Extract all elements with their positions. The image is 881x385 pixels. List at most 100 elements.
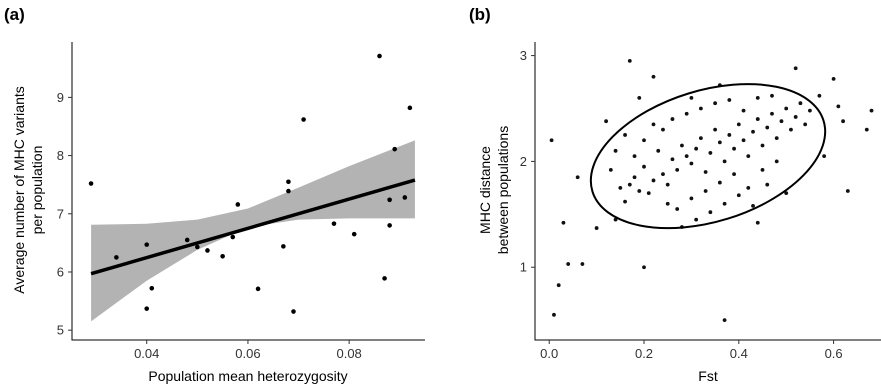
- data-point: [689, 196, 694, 201]
- data-point: [377, 53, 382, 59]
- data-point: [684, 111, 689, 116]
- panel-a-axes: [71, 42, 425, 341]
- data-point: [665, 201, 670, 206]
- data-point: [144, 242, 150, 247]
- data-point: [642, 265, 646, 270]
- data-point: [402, 195, 408, 200]
- data-point: [556, 283, 561, 288]
- panel-b-x-axis-title: Fst: [698, 368, 718, 384]
- data-point: [566, 262, 571, 266]
- data-point: [869, 108, 874, 113]
- data-point: [675, 207, 680, 211]
- data-point: [235, 202, 241, 207]
- data-point: [803, 122, 808, 127]
- data-point: [770, 111, 774, 116]
- data-point: [407, 105, 413, 111]
- b-x-tick-label: 0.6: [825, 346, 843, 361]
- a-x-tick-label: 0.06: [235, 346, 260, 361]
- data-point: [703, 189, 708, 193]
- panel-b-ellipse: [589, 83, 827, 230]
- data-point: [255, 286, 261, 292]
- data-point: [184, 237, 190, 243]
- panel-b-points: [549, 58, 874, 323]
- data-point: [661, 172, 665, 176]
- data-point: [230, 234, 236, 240]
- a-x-tick-label: 0.04: [134, 346, 159, 361]
- data-point: [642, 138, 646, 143]
- data-point: [632, 175, 637, 180]
- data-point: [841, 119, 845, 124]
- data-point: [608, 167, 613, 172]
- data-point: [694, 217, 699, 222]
- b-x-tick-label: 0.0: [540, 346, 558, 361]
- panel-b-axes: [534, 42, 881, 341]
- data-point: [732, 146, 736, 151]
- data-point: [613, 148, 618, 153]
- data-point: [774, 159, 779, 164]
- panel-b-x-ticks: 0.0 0.2 0.4 0.6: [540, 340, 843, 361]
- data-point: [392, 146, 397, 152]
- panel-b-y-axis-title-line2: between populations: [495, 126, 511, 254]
- data-point: [727, 133, 732, 137]
- data-point: [627, 182, 632, 187]
- data-point: [205, 248, 210, 253]
- data-point: [286, 188, 291, 194]
- data-point: [703, 170, 708, 174]
- panel-b-y-axis-title-line1: MHC distance: [477, 146, 493, 234]
- panel-b-y-ticks: 1 2 3: [520, 48, 535, 275]
- data-point: [680, 143, 684, 148]
- data-point: [661, 127, 665, 132]
- a-y-tick-label: 9: [57, 90, 64, 105]
- data-point: [727, 98, 732, 102]
- data-point: [670, 117, 675, 121]
- data-point: [646, 191, 651, 196]
- data-point: [651, 122, 656, 127]
- confidence-band: [91, 140, 415, 322]
- data-point: [765, 125, 770, 130]
- data-point: [736, 122, 741, 127]
- data-point: [831, 76, 836, 81]
- data-point: [286, 179, 291, 185]
- data-point: [637, 96, 642, 100]
- data-point: [387, 197, 392, 203]
- data-point: [144, 306, 150, 311]
- confidence-ellipse: [589, 83, 827, 230]
- data-point: [623, 133, 627, 137]
- data-point: [618, 185, 623, 190]
- panel-a-y-axis-title-line1: Average number of MHC variants: [11, 86, 27, 294]
- data-point: [817, 93, 822, 98]
- panel-a-confidence-band: [91, 140, 415, 322]
- data-point: [755, 96, 760, 100]
- data-point: [755, 117, 760, 121]
- data-point: [793, 66, 798, 71]
- data-point: [789, 127, 793, 132]
- panel-a-x-ticks: 0.04 0.06 0.08: [134, 340, 362, 361]
- data-point: [845, 189, 850, 193]
- data-point: [751, 129, 755, 134]
- data-point: [746, 185, 751, 190]
- data-point: [594, 226, 599, 230]
- data-point: [808, 108, 812, 113]
- data-point: [708, 151, 713, 155]
- b-y-tick-label: 3: [520, 48, 527, 63]
- data-point: [722, 159, 727, 164]
- data-point: [836, 104, 841, 109]
- data-point: [798, 101, 803, 106]
- data-point: [675, 167, 680, 172]
- data-point: [698, 106, 703, 111]
- data-point: [575, 175, 580, 180]
- panel-a-x-axis-title: Population mean heterozygosity: [148, 368, 347, 384]
- data-point: [689, 161, 694, 166]
- data-point: [651, 74, 656, 79]
- data-point: [382, 276, 387, 281]
- data-point: [713, 127, 718, 132]
- data-point: [149, 285, 155, 291]
- data-point: [656, 148, 661, 153]
- data-point: [708, 210, 713, 215]
- data-point: [793, 115, 798, 119]
- data-point: [88, 181, 94, 186]
- data-point: [651, 178, 656, 183]
- data-point: [291, 309, 296, 314]
- data-point: [632, 154, 637, 159]
